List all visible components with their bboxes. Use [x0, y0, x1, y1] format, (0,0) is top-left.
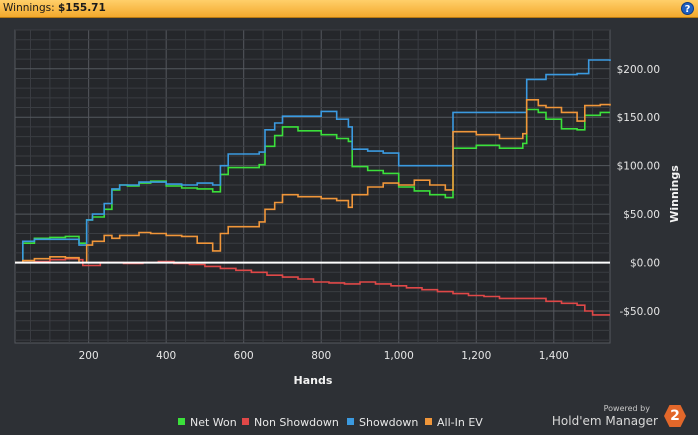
plot-area: [14, 29, 611, 344]
y-tick-label: -$50.00: [619, 306, 660, 318]
winnings-label: Winnings:: [3, 2, 55, 14]
x-axis-label: Hands: [294, 374, 333, 387]
chart-grid: [14, 29, 611, 344]
legend-label: Showdown: [359, 416, 419, 429]
legend-swatch: [425, 418, 432, 425]
legend-item-all-in-ev[interactable]: All-In EV: [425, 416, 483, 429]
help-button[interactable]: ?: [681, 2, 694, 15]
title-bar: Winnings: $155.71 ?: [0, 0, 698, 18]
winnings-value: $155.71: [57, 2, 106, 14]
powered-by-text: Powered by: [603, 404, 650, 413]
winnings-summary: Winnings: $155.71: [3, 2, 106, 14]
x-axis-ticks: 200 400 600 800 1,000 1,200 1,400: [79, 350, 569, 362]
legend-item-showdown[interactable]: Showdown: [347, 416, 418, 429]
x-tick-label: 800: [311, 350, 331, 362]
x-tick-label: 1,200: [461, 350, 491, 362]
series-line-all-in-ev: [15, 99, 611, 264]
y-tick-label: $50.00: [623, 209, 660, 221]
chart-legend: Net Won Non Showdown Showdown All-In EV: [0, 416, 698, 430]
x-tick-label: 200: [79, 350, 99, 362]
legend-label: Non Showdown: [254, 416, 339, 429]
y-axis-ticks: -$50.00 $0.00 $50.00 $100.00 $150.00 $200.00: [617, 64, 660, 318]
question-icon: ?: [684, 4, 691, 15]
winnings-chart: 200 400 600 800 1,000 1,200 1,400 -$50.00 $0.00…: [14, 29, 681, 387]
y-tick-label: $200.00: [617, 64, 660, 76]
x-tick-label: 600: [234, 350, 254, 362]
y-tick-label: $150.00: [617, 112, 660, 124]
brand-name: Hold'em Manager: [551, 414, 658, 428]
legend-item-non-showdown[interactable]: Non Showdown: [242, 416, 339, 429]
y-tick-label: $100.00: [617, 161, 660, 173]
x-tick-label: 1,400: [539, 350, 569, 362]
y-tick-label: $0.00: [630, 258, 660, 270]
legend-swatch: [347, 418, 354, 425]
x-tick-label: 1,000: [384, 350, 414, 362]
series-line-showdown: [15, 59, 611, 264]
hem2-logo-icon: 2: [664, 405, 686, 427]
y-axis-label: Winnings: [668, 165, 681, 223]
hem2-branding: Powered by Hold'em Manager 2: [552, 402, 688, 432]
legend-item-net-won[interactable]: Net Won: [178, 416, 237, 429]
chart-series: [15, 59, 611, 316]
legend-swatch: [178, 418, 185, 425]
legend-label: All-In EV: [437, 416, 483, 429]
legend-label: Net Won: [190, 416, 237, 429]
legend-swatch: [242, 418, 249, 425]
x-tick-label: 400: [156, 350, 176, 362]
